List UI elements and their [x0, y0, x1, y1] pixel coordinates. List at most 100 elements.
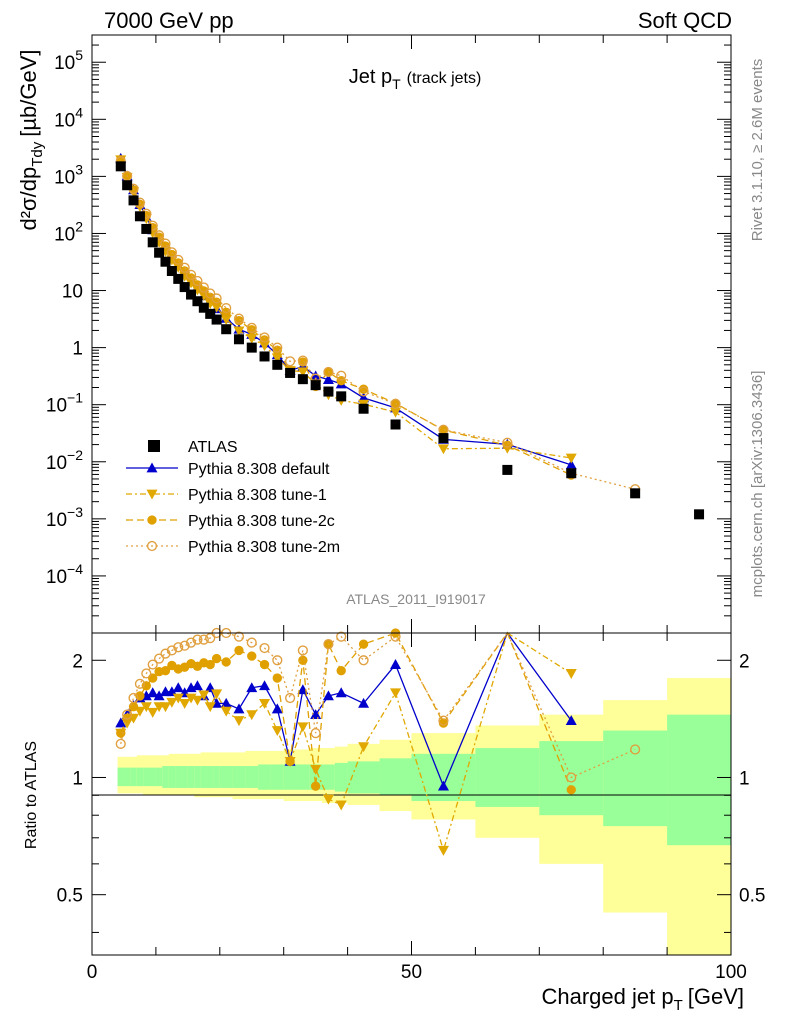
main-series-point: [221, 302, 232, 314]
main-series-point: [153, 230, 165, 241]
ratio-series-point: [160, 666, 171, 676]
ratio-series-point: [205, 659, 215, 670]
stat-uncertainty-band: [245, 766, 259, 788]
ratio-series-point: [173, 642, 184, 653]
ratio-series-point: [390, 688, 402, 699]
stat-uncertainty-band: [136, 767, 144, 787]
x-tick-labels: 0 50 100: [87, 962, 747, 983]
ratio-series-point: [630, 744, 641, 755]
ratio-series-point: [205, 633, 216, 644]
atlas-point: [630, 488, 641, 499]
atlas-point: [205, 308, 216, 319]
ratio-tick-label-left: 2: [72, 651, 83, 672]
main-series-point: [259, 332, 270, 343]
x-tick-label: 50: [401, 962, 422, 983]
atlas-point: [192, 296, 203, 307]
header-right: Soft QCD: [638, 8, 732, 33]
ratio-series-point: [147, 659, 158, 670]
legend-label: Pythia 8.308 tune-2m: [188, 539, 340, 556]
ratio-series-point: [335, 687, 347, 698]
atlas-point: [179, 282, 190, 293]
ratio-series-point: [358, 697, 370, 708]
ratio-series-point: [172, 682, 184, 693]
y-tick-label: 105: [54, 47, 83, 74]
atlas-point: [233, 334, 244, 345]
ratio-series-point: [358, 655, 369, 666]
ratio-series-point: [259, 642, 270, 654]
ratio-series-point: [159, 702, 171, 713]
main-series-point: [322, 374, 334, 384]
ratio-series-point: [565, 669, 577, 679]
y-tick-label: 10−3: [46, 504, 83, 531]
x-tick-label: 0: [87, 962, 98, 983]
main-series-point: [272, 345, 282, 355]
main-series-point: [310, 370, 322, 381]
ratio-series-point: [285, 756, 295, 767]
ratio-tick-label-right: 0.5: [739, 886, 765, 907]
ratio-series-point: [259, 659, 270, 670]
atlas-point: [272, 359, 283, 370]
main-series-point: [205, 288, 216, 299]
atlas-point: [173, 273, 184, 284]
main-series-point: [390, 407, 402, 418]
ratio-series-point: [233, 716, 245, 727]
main-series-point: [502, 437, 513, 448]
ratio-series-point: [358, 639, 369, 649]
legend: ATLAS Pythia 8.308 default Pythia 8.308 t…: [126, 439, 340, 556]
ratio-tick-labels: 2 2 1 1 0.5 0.5: [57, 651, 766, 906]
ratio-series-point: [358, 742, 370, 753]
ratio-series-point: [166, 697, 178, 708]
ratio-series-2: [116, 628, 576, 795]
main-series-point: [272, 342, 283, 353]
legend-entry-3: Pythia 8.308 tune-2m: [126, 539, 340, 556]
ratio-series-point: [153, 653, 165, 664]
main-series-point: [297, 367, 309, 378]
legend-label: Pythia 8.308 tune-1: [188, 487, 327, 504]
ratio-series-point: [259, 680, 271, 691]
atlas-point: [160, 256, 171, 267]
ratio-series-point: [185, 637, 197, 648]
main-series-line: [120, 159, 572, 459]
atlas-point: [198, 302, 209, 313]
legend-marker: [146, 540, 158, 552]
atlas-point: [502, 464, 513, 475]
main-series-point: [220, 315, 232, 326]
ratio-series-point: [141, 668, 152, 679]
x-tick-label: 100: [715, 962, 747, 983]
stat-uncertainty-band: [347, 761, 381, 794]
y-tick-label: 104: [54, 104, 83, 131]
atlas-point: [147, 237, 158, 248]
main-series-point: [502, 440, 513, 450]
ratio-series-point: [438, 715, 449, 726]
main-series-point: [160, 238, 171, 249]
main-series-point: [284, 356, 296, 367]
header-left: 7000 GeV pp: [104, 8, 234, 33]
ratio-series-point: [147, 687, 159, 698]
main-series-point: [358, 386, 369, 397]
ratio-series-point: [271, 726, 283, 737]
ratio-series-point: [298, 655, 308, 665]
main-series-point: [173, 254, 184, 265]
legend-entry-1: Pythia 8.308 tune-1: [126, 487, 327, 504]
main-series-point: [565, 459, 577, 470]
stat-uncertainty-band: [175, 766, 182, 788]
main-series-point: [211, 293, 222, 304]
ratio-series-3: [115, 627, 641, 783]
ratio-series-point: [310, 709, 322, 720]
y-tick-label: 102: [54, 218, 83, 245]
stat-uncertainty-band: [155, 767, 163, 787]
atlas-point: [438, 433, 449, 444]
main-series-point: [437, 444, 449, 455]
atlas-point: [390, 419, 401, 430]
plot-title: Jet pT (track jets): [349, 66, 482, 92]
ratio-series-point: [284, 692, 296, 704]
ratio-series-point: [140, 702, 152, 713]
ratio-series-point: [172, 693, 184, 704]
ratio-series-point: [565, 715, 577, 725]
stat-uncertainty-band: [475, 748, 540, 807]
mcplots-label: mcplots.cern.ch [arXiv:1306.3436]: [749, 371, 766, 598]
atlas-point: [246, 342, 257, 353]
ratio-series-point: [128, 692, 139, 704]
analysis-id-label: ATLAS_2011_I919017: [346, 591, 486, 607]
ratio-series-point: [122, 709, 133, 720]
